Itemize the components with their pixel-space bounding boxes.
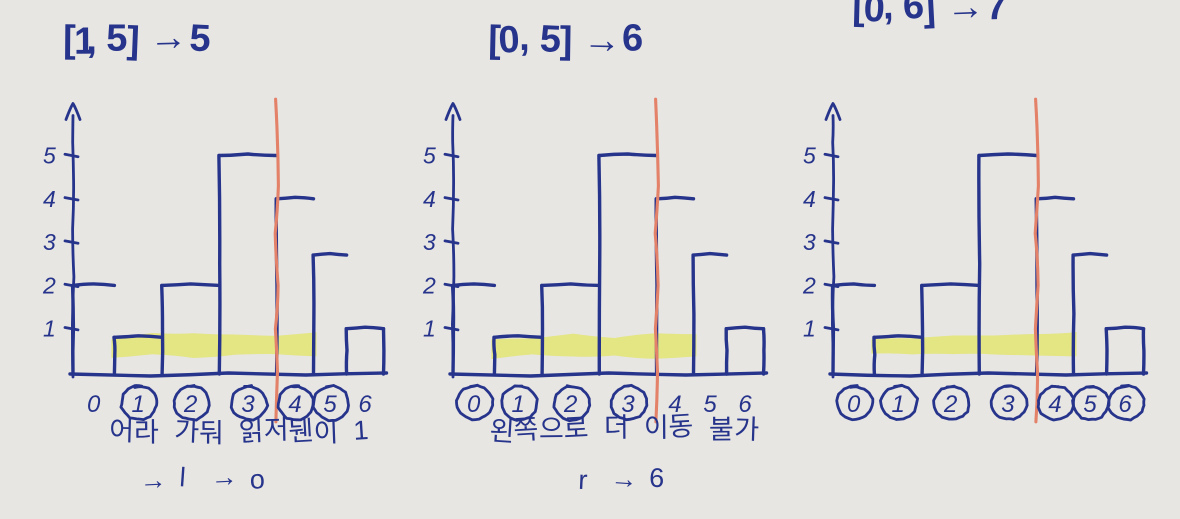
svg-text:이: 이 [644,413,669,443]
svg-text:2: 2 [183,391,197,418]
svg-text:3: 3 [803,229,816,255]
svg-text:뉀: 뉀 [288,416,315,447]
svg-text:로: 로 [563,413,589,444]
svg-text:3: 3 [43,229,56,255]
svg-text:어: 어 [109,416,135,447]
svg-text:→: → [139,464,167,495]
svg-text:,: , [86,19,97,61]
svg-text:1: 1 [803,316,816,342]
svg-text:0: 0 [467,391,481,418]
svg-text:1: 1 [132,391,145,418]
svg-text:4: 4 [43,186,56,212]
svg-text:읽: 읽 [238,416,264,447]
svg-text:이: 이 [313,417,339,448]
svg-text:1: 1 [423,316,436,342]
svg-text:0: 0 [497,19,520,62]
svg-text:→: → [610,463,639,495]
svg-text:o: o [249,464,265,494]
svg-text:0: 0 [847,391,861,418]
svg-text:5: 5 [423,143,436,169]
svg-text:,: , [519,17,530,59]
svg-text:r: r [578,465,588,495]
svg-text:]: ] [559,20,572,62]
svg-text:2: 2 [422,272,436,298]
svg-text:5: 5 [1083,391,1097,418]
svg-text:]: ] [126,20,140,62]
svg-text:6: 6 [358,391,372,418]
svg-text:1: 1 [892,391,905,418]
svg-text:2: 2 [42,272,56,298]
svg-text:2: 2 [943,391,957,418]
svg-text:가: 가 [174,416,200,447]
svg-text:4: 4 [288,391,301,418]
svg-text:4: 4 [423,186,436,212]
svg-text:5: 5 [43,143,56,169]
svg-text:→: → [210,461,239,492]
svg-text:4: 4 [1048,391,1061,418]
svg-text:둬: 둬 [199,418,224,448]
svg-text:0: 0 [87,391,101,418]
svg-text:불: 불 [709,415,734,445]
svg-text:3: 3 [1001,391,1015,418]
svg-text:가: 가 [734,414,760,445]
svg-text:→: → [945,0,985,29]
svg-text:5: 5 [323,391,337,418]
svg-text:4: 4 [803,186,816,212]
svg-text:2: 2 [802,272,816,298]
svg-text:라: 라 [134,417,159,447]
svg-text:으: 으 [539,414,564,444]
svg-text:5: 5 [189,17,212,60]
svg-text:→: → [149,16,188,59]
svg-text:]: ] [922,0,937,30]
svg-text:3: 3 [423,229,436,255]
svg-text:5: 5 [539,18,562,61]
svg-text:5: 5 [803,143,816,169]
svg-text:쪽: 쪽 [513,414,540,445]
svg-text:7: 7 [986,0,1008,28]
svg-text:1: 1 [352,415,369,446]
svg-text:6: 6 [622,17,644,59]
svg-text:더: 더 [604,413,629,443]
svg-text:왼: 왼 [489,416,516,448]
svg-text:동: 동 [668,411,695,442]
svg-text:3: 3 [241,391,255,418]
svg-text:1: 1 [512,391,525,418]
svg-text:5: 5 [106,18,127,60]
svg-text:1: 1 [43,316,56,342]
svg-text:6: 6 [1118,391,1132,418]
svg-text:6: 6 [902,0,925,28]
svg-text:,: , [882,0,894,28]
svg-text:저: 저 [264,415,289,445]
svg-text:6: 6 [649,463,665,493]
svg-text:→: → [583,19,622,62]
